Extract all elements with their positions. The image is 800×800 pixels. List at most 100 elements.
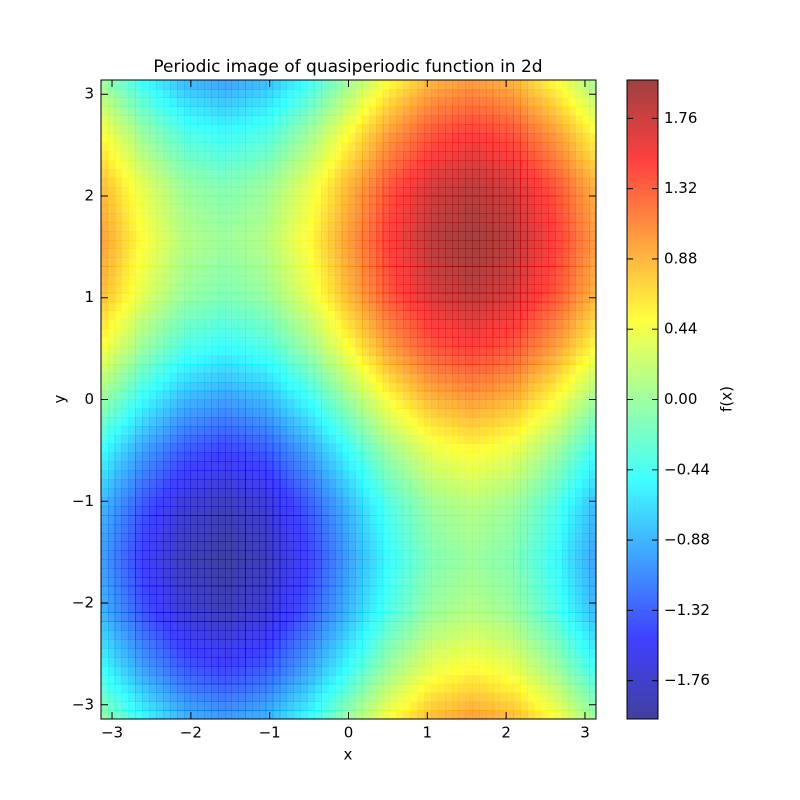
contour-cell [506, 594, 514, 604]
contour-cell [520, 257, 528, 267]
contour-cell [128, 461, 136, 471]
contour-cell [499, 532, 507, 543]
contour-cell [258, 506, 267, 516]
contour-cell [231, 301, 240, 312]
contour-cell [107, 594, 116, 604]
contour-cell [224, 461, 233, 471]
contour-cell [321, 141, 329, 152]
contour-cell [410, 683, 418, 694]
contour-cell [162, 399, 171, 409]
contour-cell [155, 488, 164, 498]
contour-cell [183, 576, 192, 587]
contour-cell [355, 639, 363, 649]
contour-cell [410, 222, 418, 232]
contour-cell [355, 115, 363, 125]
contour-cell [252, 337, 260, 348]
contour-cell [485, 710, 494, 720]
contour-cell [128, 532, 136, 543]
contour-cell [307, 346, 315, 357]
contour-cell [245, 132, 253, 143]
contour-cell [245, 621, 253, 631]
contour-cell [555, 381, 563, 392]
contour-cell [444, 692, 453, 702]
contour-cell [589, 248, 597, 258]
contour-cell [541, 630, 549, 640]
contour-cell [410, 230, 418, 241]
contour-cell [107, 443, 116, 454]
contour-cell [589, 373, 597, 383]
contour-cell [314, 141, 322, 152]
contour-cell [272, 470, 281, 480]
contour-cell [169, 115, 178, 125]
contour-cell [355, 408, 363, 418]
contour-cell [265, 292, 274, 303]
contour-cell [348, 497, 356, 507]
contour-cell [279, 443, 288, 454]
contour-cell [368, 283, 377, 294]
contour-cell [589, 283, 597, 294]
contour-cell [265, 452, 274, 462]
contour-cell [169, 497, 178, 507]
contour-cell [575, 275, 583, 285]
contour-cell [135, 470, 143, 480]
contour-cell [334, 213, 343, 223]
contour-cell [451, 222, 460, 232]
contour-cell [183, 239, 192, 250]
contour-cell [568, 204, 577, 214]
contour-cell [155, 310, 164, 321]
contour-cell [568, 479, 577, 489]
contour-cell [472, 177, 480, 188]
contour-cell [403, 230, 411, 241]
contour-cell [238, 461, 246, 471]
contour-cell [561, 576, 570, 587]
contour-cell [252, 373, 260, 383]
contour-cell [424, 666, 432, 676]
contour-cell [479, 506, 487, 516]
contour-cell [148, 275, 157, 285]
contour-cell [176, 292, 185, 303]
contour-cell [176, 408, 185, 418]
contour-cell [561, 150, 570, 161]
contour-cell [224, 239, 233, 250]
contour-cell [410, 328, 418, 339]
contour-cell [238, 657, 246, 667]
contour-cell [307, 177, 315, 188]
contour-cell [238, 97, 246, 108]
contour-cell [169, 248, 178, 258]
contour-cell [231, 213, 240, 223]
contour-cell [258, 319, 267, 330]
contour-cell [382, 222, 391, 232]
contour-cell [417, 692, 425, 702]
contour-cell [321, 701, 329, 711]
contour-cell [245, 150, 253, 161]
contour-cell [231, 425, 240, 436]
contour-cell [183, 141, 192, 152]
contour-cell [355, 310, 363, 321]
contour-cell [128, 337, 136, 348]
contour-cell [348, 621, 356, 631]
contour-cell [444, 657, 453, 667]
contour-cell [355, 701, 363, 711]
contour-cell [561, 550, 570, 560]
contour-cell [362, 310, 370, 321]
contour-cell [403, 657, 411, 667]
contour-cell [293, 515, 302, 525]
contour-cell [520, 408, 528, 418]
contour-cell [575, 310, 583, 321]
contour-cell [499, 337, 507, 348]
contour-cell [286, 124, 295, 134]
contour-cell [176, 532, 185, 543]
contour-cell [534, 443, 542, 454]
contour-cell [458, 328, 467, 339]
contour-cell [527, 479, 535, 489]
contour-cell [444, 515, 453, 525]
contour-cell [541, 373, 549, 383]
contour-cell [121, 186, 129, 197]
contour-cell [293, 648, 302, 658]
contour-cell [314, 479, 322, 489]
contour-cell [300, 80, 309, 90]
contour-cell [527, 692, 535, 702]
contour-cell [499, 186, 507, 197]
contour-cell [245, 479, 253, 489]
contour-cell [417, 576, 425, 587]
